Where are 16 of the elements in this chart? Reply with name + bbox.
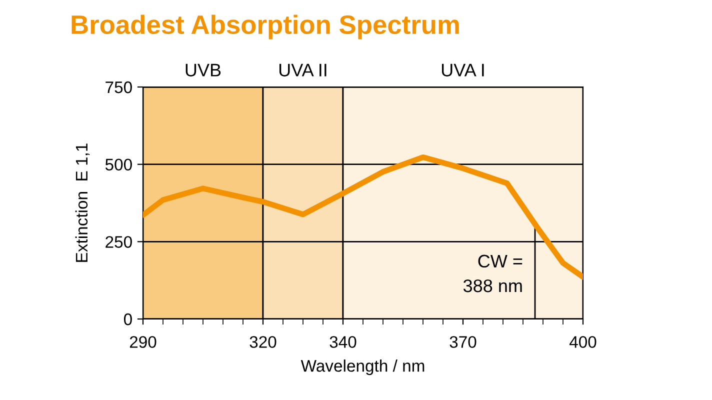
x-tick-label: 400 (569, 336, 596, 348)
y-tick-label: 750 (106, 81, 132, 94)
band-label: UVB (186, 64, 221, 76)
x-tick-label: 320 (250, 336, 276, 348)
chart-title: Broadest Absorption Spectrum (72, 14, 459, 40)
ref-line-label: CW = 388 nm (463, 254, 522, 292)
x-axis-title: Wavelength / nm (300, 360, 424, 376)
band-label: UVA I (442, 64, 484, 76)
band-label: UVA II (279, 64, 326, 76)
y-tick-label: 500 (105, 158, 132, 171)
x-tick-label: 340 (330, 336, 356, 348)
x-tick-label: 290 (130, 336, 156, 348)
y-tick-label: 250 (106, 236, 132, 248)
x-tick-label: 370 (450, 336, 476, 348)
y-axis-title: Extinction E 1,1 (75, 144, 90, 262)
y-tick-label: 0 (124, 313, 132, 326)
